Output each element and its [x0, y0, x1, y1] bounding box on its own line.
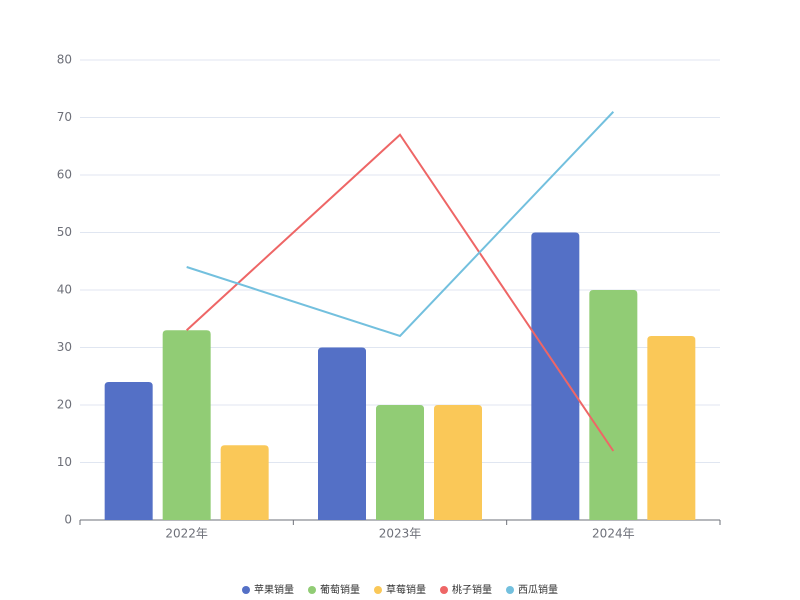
legend-icon — [374, 586, 382, 594]
bar — [589, 290, 638, 520]
legend: 苹果销量 葡萄销量 草莓销量 桃子销量 西瓜销量 — [242, 583, 558, 596]
x-tick-label: 2024年 — [592, 527, 635, 541]
x-tick-label: 2022年 — [165, 527, 208, 541]
legend-icon — [506, 586, 514, 594]
legend-icon — [242, 586, 250, 594]
y-tick-label: 70 — [57, 110, 72, 124]
line — [185, 133, 615, 452]
bar — [531, 232, 580, 520]
legend-icon — [440, 586, 448, 594]
y-tick-label: 30 — [57, 340, 72, 354]
bar — [162, 330, 211, 520]
y-tick-label: 10 — [57, 455, 72, 469]
y-tick-label: 50 — [57, 225, 72, 239]
bar — [318, 347, 366, 520]
x-tick-label: 2023年 — [379, 527, 422, 541]
y-tick-label: 80 — [57, 53, 72, 67]
legend-label: 草莓销量 — [386, 583, 426, 596]
legend-label: 西瓜销量 — [518, 583, 558, 596]
bar — [104, 382, 153, 520]
legend-label: 葡萄销量 — [320, 583, 360, 596]
bar — [434, 405, 482, 520]
bar — [376, 405, 424, 520]
y-tick-label: 60 — [57, 168, 72, 182]
legend-label: 苹果销量 — [254, 583, 294, 596]
y-tick-label: 40 — [57, 283, 72, 297]
bar — [220, 445, 269, 520]
y-tick-label: 20 — [57, 398, 72, 412]
legend-icon — [308, 586, 316, 594]
y-tick-label: 0 — [64, 513, 72, 527]
bar — [647, 336, 696, 520]
line — [186, 111, 615, 338]
legend-label: 桃子销量 — [452, 583, 492, 596]
